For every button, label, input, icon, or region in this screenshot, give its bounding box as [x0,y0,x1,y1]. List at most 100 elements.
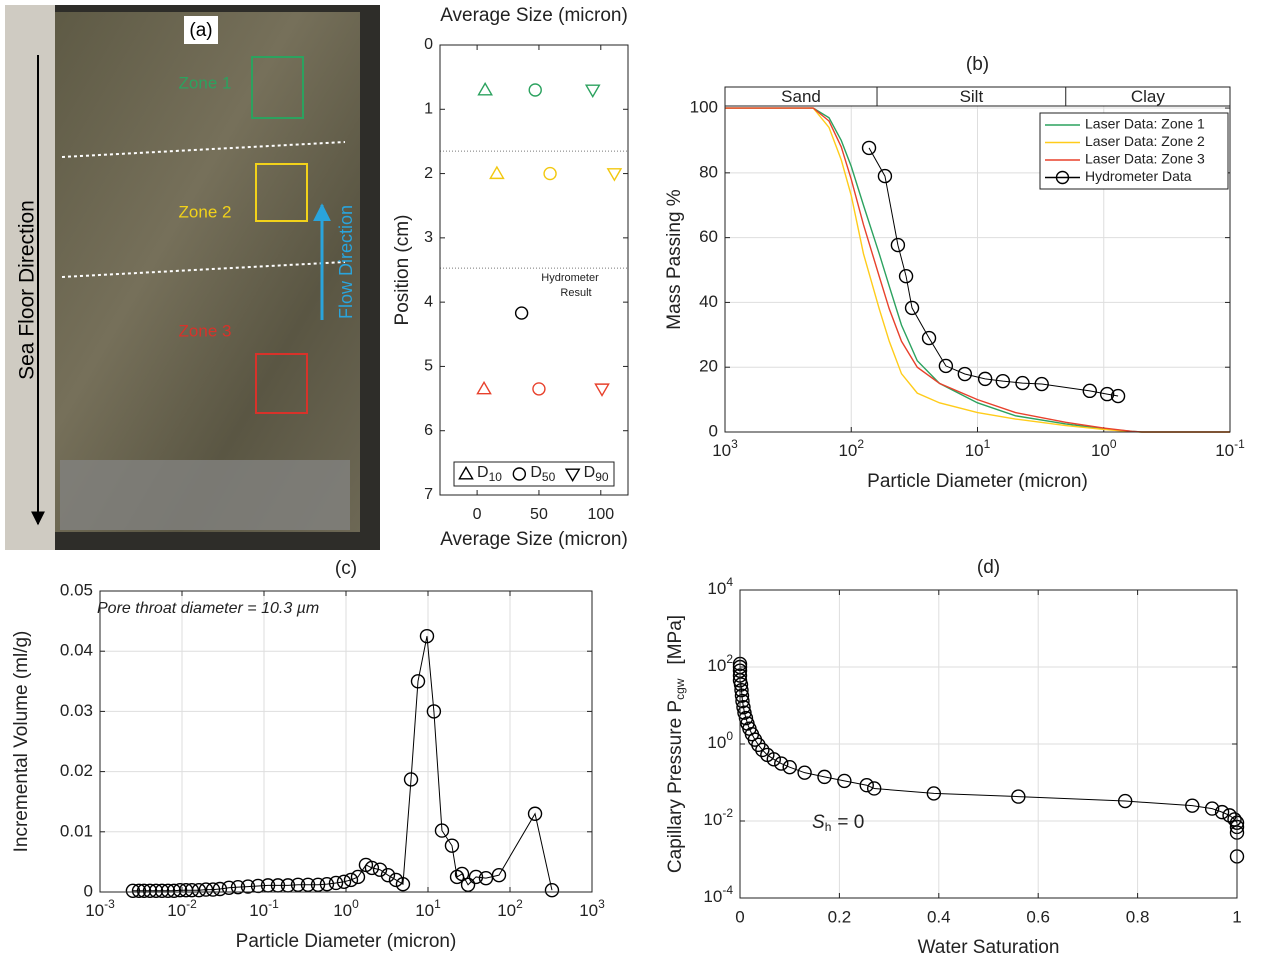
marker [877,168,893,184]
marker [751,737,766,753]
axis-label-part: cgw [673,678,687,700]
axis-label-part: [MPa] [665,615,686,665]
tick-label: 1 [424,101,433,118]
axis-label: Particle Diameter (micron) [236,931,457,952]
tick-label: 101 [415,897,441,920]
marker [1055,170,1070,185]
marker [230,879,246,895]
photo-strip [5,5,55,550]
axis-label: Position (cm) [392,215,413,326]
tick-label-part: 10 [415,901,434,920]
marker [735,693,750,709]
chart: 0 0.2 0.4 0.6 0.8 110-410-2100102104(d)Water … [665,557,1245,958]
plot-area [440,45,628,495]
marker [136,883,152,898]
marker [350,869,366,885]
axis-label-part: Capillary Pressure P [665,700,686,873]
marker [957,366,973,382]
zone-divider [61,261,346,278]
axis-label: Mass Passing % [664,189,685,330]
axis-label: Capillary Pressure Pcgw [MPa] [665,615,687,873]
legend [453,461,615,487]
marker [328,875,344,891]
tick-label: 10-2 [167,897,197,920]
panel-title: (d) [977,557,1000,578]
zone-box [255,353,308,414]
marker [594,383,610,397]
marker [736,700,751,715]
legend-label: Hydrometer Data [1085,168,1192,184]
zone-box [255,163,308,222]
legend-label: D90 [584,464,609,484]
tick-label-part: -3 [104,897,115,911]
marker [734,688,750,703]
tick-label-part: 10 [703,887,722,906]
legend-label-part: D [477,464,489,481]
marker [890,237,906,253]
annotation-part: S [812,812,825,833]
marker [866,781,882,796]
marker [434,823,450,838]
marker [142,883,158,898]
tick-label: 5 [424,358,433,375]
legend-label: Laser Data: Zone 3 [1085,151,1205,167]
tick-label-part: 10 [579,901,598,920]
tick-label: 6 [424,422,433,439]
marker [898,268,914,284]
marker [160,883,176,898]
marker [476,380,492,395]
core-base [60,460,350,530]
tick-label: 10-1 [1215,437,1245,460]
zone-label: Zone 1 [179,73,232,92]
tick-label: 10-2 [703,806,733,829]
tick-label-part: 0 [1110,437,1117,451]
tick-label: 2 [424,165,433,182]
tick-label-part: 10 [707,656,726,675]
legend-label-part: 90 [595,470,609,484]
tick-label: 100 [690,98,718,117]
tick-label-part: 2 [726,652,733,666]
marker [166,883,182,898]
tick-label: 10-3 [85,897,115,920]
tick-label: 100 [587,506,614,523]
zone-label: Zone 3 [179,321,232,340]
tick-label-part: 10 [965,441,984,460]
tick-label: 102 [707,652,733,675]
marker [797,765,812,780]
tick-label: 0 [709,421,718,440]
tick-label-part: 10 [707,733,726,752]
marker [584,84,601,98]
zone-box [251,56,304,119]
tick-label: 3 [424,229,433,246]
marker [319,876,335,892]
marker [859,778,874,793]
panel-title: (c) [335,558,357,579]
tick-label: 100 [333,897,359,920]
legend-label-part: 50 [542,470,556,484]
legend-label-part: 10 [489,470,503,484]
annotation: Pore throat diameter = 10.3 µm [97,600,319,617]
marker [205,882,221,897]
marker [125,883,141,898]
marker [460,877,476,892]
annotation-part: h [825,820,832,834]
tick-label: 0.04 [60,641,93,660]
tick-label: 0.4 [927,907,951,926]
marker [458,466,474,480]
band-label: Sand [781,87,821,106]
tick-label: 102 [838,437,864,460]
marker [1185,798,1200,813]
marker [290,877,306,892]
marker [444,838,460,853]
tick-label: 0.01 [60,821,93,840]
legend-label-part: D [584,464,596,481]
tick-label: 104 [707,575,733,598]
tick-label-part: -2 [186,897,197,911]
marker [240,879,256,894]
legend-label: D10 [477,464,502,484]
tick-label: 40 [699,292,718,311]
tick-label: 0 [473,506,482,523]
marker [527,806,543,821]
tick-label-part: -1 [1234,437,1245,451]
axis-label: Average Size (micron) [440,529,628,550]
